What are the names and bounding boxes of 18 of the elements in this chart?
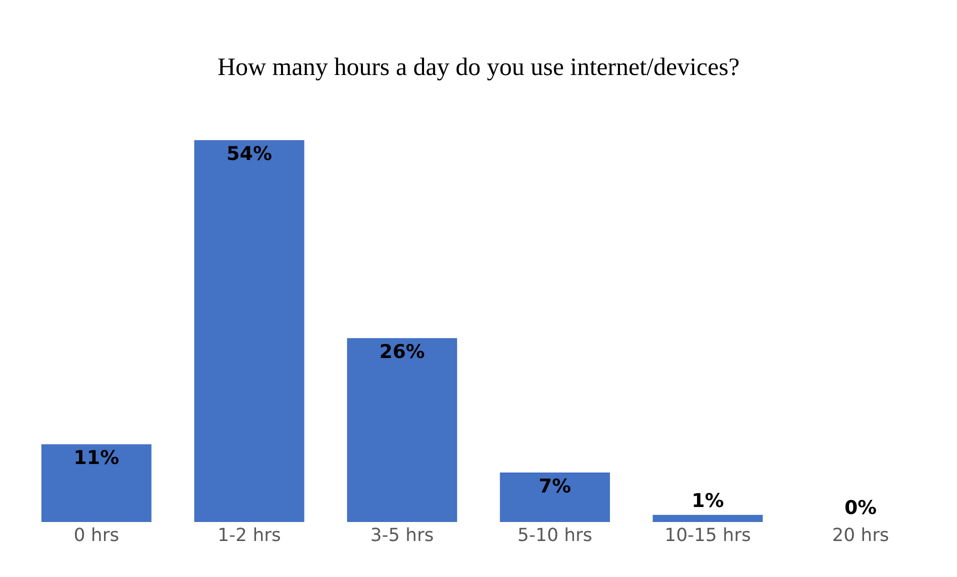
bar: [652, 514, 763, 522]
x-tick-label: 20 hrs: [832, 525, 889, 546]
x-tick-label: 1-2 hrs: [218, 525, 281, 546]
data-label: 26%: [379, 341, 425, 364]
chart-title: How many hours a day do you use internet/devices?: [217, 54, 740, 82]
bar: [194, 140, 304, 522]
bar: [500, 472, 610, 522]
x-tick-label: 0 hrs: [74, 525, 120, 546]
x-tick-label: 5-10 hrs: [518, 525, 592, 546]
data-label: 54%: [226, 143, 272, 166]
data-label: 1%: [692, 490, 724, 512]
x-tick-label: 10-15 hrs: [664, 525, 751, 546]
data-label: 0%: [844, 497, 877, 519]
data-label: 7%: [538, 475, 572, 498]
data-label: 11%: [74, 447, 120, 470]
x-tick-label: 3-5 hrs: [370, 525, 434, 546]
bar: [347, 338, 458, 522]
bar: [41, 444, 152, 522]
